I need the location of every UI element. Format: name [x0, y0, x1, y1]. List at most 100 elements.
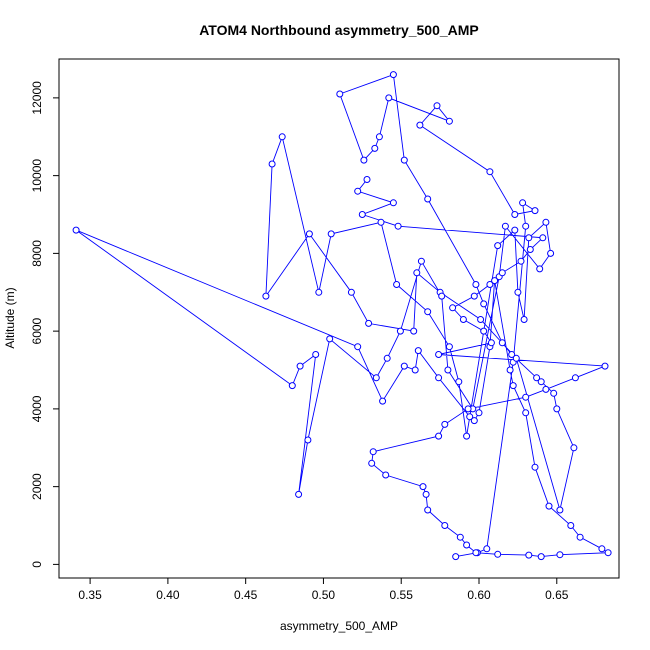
data-point	[365, 319, 373, 327]
data-point	[400, 156, 408, 164]
y-tick-label: 12000	[30, 81, 44, 115]
data-point	[444, 366, 452, 374]
data-point	[522, 409, 530, 417]
data-point	[536, 265, 544, 273]
data-point	[305, 230, 313, 238]
x-tick-label: 0.65	[545, 588, 569, 602]
data-point	[470, 417, 478, 425]
data-point	[459, 316, 467, 323]
data-point	[354, 343, 362, 351]
data-point	[539, 234, 547, 242]
data-point	[336, 90, 344, 98]
data-point	[445, 117, 453, 125]
data-point	[262, 292, 270, 300]
data-point	[410, 327, 418, 335]
data-point	[455, 378, 463, 386]
data-point	[295, 490, 303, 498]
data-point	[537, 378, 545, 386]
data-point	[547, 249, 555, 257]
data-point	[438, 292, 446, 300]
data-point	[396, 327, 404, 335]
data-point	[463, 541, 471, 549]
data-point	[452, 553, 460, 561]
data-point	[472, 549, 480, 557]
data-point	[315, 288, 323, 296]
data-point	[550, 389, 558, 397]
data-point	[487, 339, 495, 347]
y-tick-label: 6000	[30, 317, 44, 344]
data-point	[537, 553, 545, 561]
data-point	[435, 374, 443, 382]
data-point	[464, 405, 472, 413]
data-point	[278, 133, 286, 141]
data-point	[480, 300, 488, 308]
data-point	[570, 444, 578, 452]
data-point	[456, 533, 464, 541]
data-point	[526, 246, 534, 253]
data-point	[511, 211, 519, 218]
data-point	[522, 222, 530, 230]
data-point	[470, 292, 478, 300]
x-tick-label: 0.45	[234, 588, 258, 602]
data-point	[393, 281, 401, 288]
x-axis: 0.35 0.40 0.45 0.50 0.55 0.60 0.65	[78, 578, 569, 602]
data-point	[501, 222, 509, 230]
x-tick-label: 0.55	[390, 588, 414, 602]
y-axis: 0 2000 4000 6000 8000 10000 12000	[30, 81, 59, 568]
y-axis-label: Altitude (m)	[3, 287, 17, 348]
data-point	[472, 281, 480, 288]
x-tick-label: 0.50	[312, 588, 336, 602]
data-point	[483, 545, 491, 553]
data-point	[327, 230, 335, 238]
data-point	[435, 432, 443, 440]
data-point	[379, 397, 387, 405]
data-point	[486, 281, 494, 288]
data-point	[375, 133, 383, 141]
series-points	[72, 71, 612, 561]
y-tick-label: 10000	[30, 159, 44, 193]
data-point	[288, 382, 296, 390]
data-point	[480, 327, 488, 335]
data-point	[567, 522, 575, 529]
data-point	[296, 362, 304, 370]
data-point	[576, 533, 584, 541]
data-point	[385, 94, 393, 102]
data-point	[491, 277, 499, 285]
data-point	[382, 471, 390, 479]
data-point	[326, 335, 334, 343]
series-line	[75, 73, 610, 558]
data-point	[525, 551, 533, 559]
data-point	[494, 550, 502, 558]
data-point	[435, 351, 443, 358]
data-point	[394, 222, 402, 230]
data-point	[389, 199, 397, 207]
data-point	[522, 393, 530, 401]
data-point	[520, 316, 528, 323]
data-point	[368, 459, 376, 467]
data-point	[556, 551, 564, 559]
y-tick-label: 8000	[30, 240, 44, 267]
data-point	[304, 436, 312, 444]
data-point	[533, 374, 541, 382]
data-point	[449, 304, 457, 312]
data-point	[542, 218, 550, 226]
data-point	[400, 362, 408, 370]
x-tick-label: 0.40	[156, 588, 180, 602]
data-point	[419, 483, 427, 491]
data-point	[424, 506, 432, 514]
chart-title: ATOM4 Northbound asymmetry_500_AMP	[199, 22, 479, 38]
data-point	[475, 409, 483, 417]
data-point	[604, 549, 612, 557]
data-point	[512, 354, 520, 362]
data-point	[531, 463, 539, 471]
plot-frame	[58, 58, 620, 579]
data-point	[268, 160, 276, 168]
data-point	[377, 218, 385, 226]
data-point	[553, 405, 561, 413]
data-point	[372, 374, 380, 382]
data-point	[542, 385, 550, 393]
data-point	[477, 316, 485, 323]
data-point	[424, 308, 432, 316]
data-point	[486, 168, 494, 176]
